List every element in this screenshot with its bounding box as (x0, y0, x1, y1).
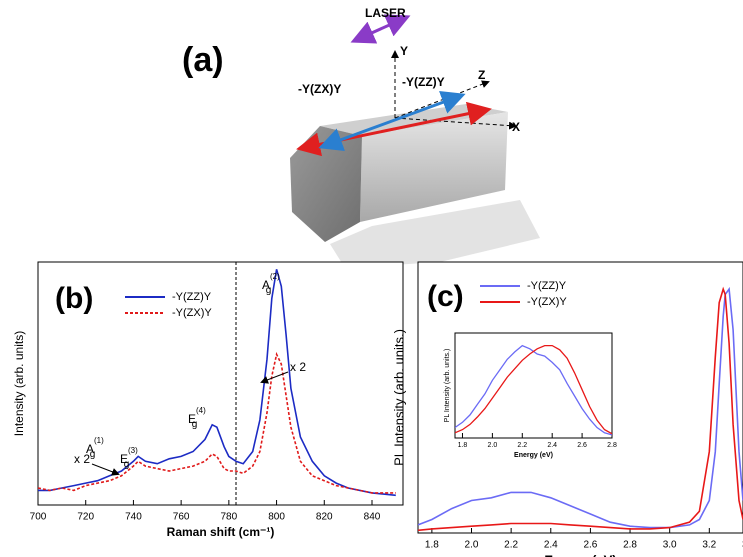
y-axis-title: PL Intensity (arb. units.) (444, 349, 451, 423)
legend-label: -Y(ZX)Y (527, 296, 567, 308)
x-tick-label: 2.0 (488, 442, 498, 449)
annotation-text: x 2 (74, 452, 90, 466)
annotation-sup: (4) (196, 406, 206, 415)
x-tick-label: 2.8 (607, 442, 617, 449)
x-axis-title: Energy (eV) (514, 452, 553, 459)
annotation-sup: (3) (128, 446, 138, 455)
y-axis-title: PL Intensity (arb. units.) (391, 329, 406, 466)
x-tick-label: 2.4 (547, 442, 557, 449)
x-tick-label: 820 (316, 512, 333, 523)
x-tick-label: 720 (77, 512, 94, 523)
x-axis-title: Raman shift (cm⁻¹) (167, 525, 275, 539)
axis-label: X (512, 120, 520, 134)
polarization-label: -Y(ZX)Y (298, 82, 341, 96)
crystal-diagram: LASER (a) Y Z X -Y(ZX)Y -Y(ZZ)Y (182, 6, 540, 268)
panel-label: (a) (182, 41, 224, 79)
x-tick-label: 1.8 (425, 540, 439, 551)
x-axis-title: Energy (eV) (544, 552, 616, 557)
legend-label: -Y(ZZ)Y (172, 291, 212, 303)
y-axis-title: Intensity (arb. units) (12, 331, 26, 436)
laser-label: LASER (365, 6, 406, 20)
x-tick-label: 800 (268, 512, 285, 523)
plot-frame (455, 333, 612, 438)
x-tick-label: 2.6 (577, 442, 587, 449)
legend-label: -Y(ZZ)Y (527, 280, 567, 292)
annotation-sub: g (192, 419, 198, 430)
polarization-label: -Y(ZZ)Y (402, 75, 445, 89)
panel-label: (b) (55, 282, 93, 315)
x-tick-label: 2.0 (465, 540, 479, 551)
x-tick-label: 1.8 (458, 442, 468, 449)
x-tick-label: 2.6 (583, 540, 597, 551)
x-tick-label: 840 (364, 512, 381, 523)
x-tick-label: 700 (30, 512, 47, 523)
annotation-sup: (2) (270, 272, 280, 281)
x-tick-label: 780 (221, 512, 238, 523)
x-tick-label: 3.2 (702, 540, 716, 551)
x-tick-label: 760 (173, 512, 190, 523)
axis-label: Z (478, 68, 485, 82)
x-tick-label: 2.4 (544, 540, 558, 551)
x-tick-label: 740 (125, 512, 142, 523)
axis-label: Y (400, 44, 408, 58)
legend-label: -Y(ZX)Y (172, 307, 212, 319)
x-tick-label: 2.2 (517, 442, 527, 449)
annotation: x 2 (290, 360, 306, 374)
annotation-sub: g (90, 449, 96, 460)
laser-arrow (356, 18, 405, 40)
x-tick-label: 2.8 (623, 540, 637, 551)
panel-label: (c) (427, 280, 464, 313)
annotation-sub: g (266, 285, 272, 296)
annotation-text: x 2 (290, 360, 306, 374)
x-tick-label: 3.0 (663, 540, 677, 551)
annotation-sup: (1) (94, 436, 104, 445)
x-tick-label: 2.2 (504, 540, 518, 551)
annotation: x 2 (74, 452, 90, 466)
chart: 700 720 740 760 780 800 820 840 Raman shift (cm⁻… (12, 262, 403, 539)
figure: LASER (a) Y Z X -Y(ZX)Y -Y(ZZ)Y 700 720 74… (0, 0, 743, 557)
annotation-sub: g (124, 459, 130, 470)
